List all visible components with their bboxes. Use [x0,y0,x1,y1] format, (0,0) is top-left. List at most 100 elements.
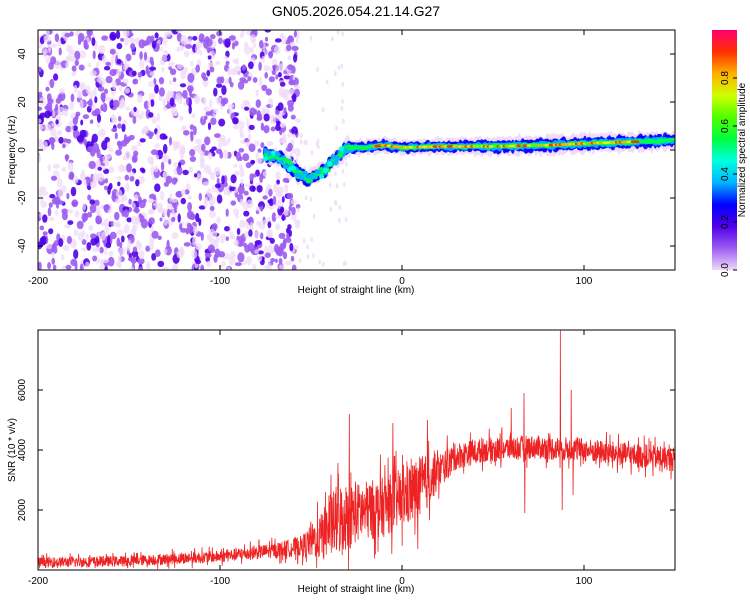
noise-blob [202,76,209,82]
noise-blob [205,111,212,116]
noise-blob [125,182,130,192]
noise-blob [270,258,276,263]
noise-blob [150,166,155,176]
colorbar-tick-label: 0.0 [720,263,731,277]
noise-blob [38,106,43,111]
noise-blob [264,245,268,254]
noise-blob [275,223,281,231]
noise-blob [185,44,193,49]
noise-blob [338,218,341,223]
noise-blob [39,36,45,45]
noise-blob [342,182,346,188]
colorbar-tick-label: 0.8 [720,71,731,85]
noise-blob [302,238,306,244]
noise-blob [208,169,213,176]
noise-blob [180,70,187,80]
noise-blob [171,216,176,222]
noise-blob [118,115,122,122]
noise-blob [232,43,235,50]
noise-blob [304,195,308,201]
noise-blob [261,84,268,92]
y-tick-label: 2000 [17,498,28,521]
noise-blob [291,206,296,216]
noise-blob [83,39,88,50]
noise-blob [74,50,81,60]
noise-blob [224,55,228,61]
noise-blob [52,110,56,117]
noise-blob [275,74,279,80]
colorbar-tick-label: 0.2 [720,215,731,229]
noise-blob [173,111,179,116]
noise-blob [114,132,118,140]
noise-blob [107,234,111,245]
noise-blob [176,46,181,53]
noise-blob [242,79,249,84]
signal-blob [338,153,344,158]
noise-blob [245,162,252,169]
noise-blob [212,113,216,119]
noise-blob [237,252,245,263]
noise-blob [145,245,151,252]
noise-blob [141,111,145,116]
noise-blob [204,252,212,258]
noise-blob [341,81,345,87]
noise-blob [109,31,117,41]
noise-blob [38,261,42,270]
noise-blob [265,88,272,96]
noise-blob [105,242,112,249]
noise-blob [88,225,94,232]
noise-blob [85,85,91,95]
x-tick-label: -100 [210,276,230,287]
snr-y-axis: 2000 4000 6000 [17,378,675,521]
noise-blob [55,103,59,111]
noise-blob [115,149,122,156]
noise-blob [255,206,261,212]
noise-blob [169,136,172,146]
noise-blob [241,30,245,36]
noise-blob [252,173,257,178]
noise-blob [81,212,89,222]
noise-blob [282,240,287,249]
noise-blob [211,223,218,231]
noise-blob [262,219,268,224]
noise-blob [177,95,183,105]
noise-blob [76,135,85,143]
noise-blob [171,232,179,240]
noise-blob [64,224,70,229]
noise-blob [189,149,196,157]
noise-blob [96,77,103,83]
spectrogram-y-label: Frequency (Hz) [7,116,18,185]
noise-blob [148,92,155,102]
noise-blob [87,146,94,153]
noise-blob [43,35,51,43]
noise-blob [48,202,53,208]
noise-blob [171,264,177,270]
noise-blob [41,235,47,246]
noise-blob [39,112,47,118]
noise-blob [268,76,275,83]
noise-blob [216,76,223,85]
noise-blob [276,187,283,197]
noise-blob [133,106,137,112]
noise-blob [133,194,139,200]
noise-blob [260,122,265,131]
noise-blob [203,97,207,106]
x-tick-label: -200 [28,576,48,587]
noise-blob [77,32,85,43]
noise-blob [344,161,348,167]
noise-blob [291,264,297,270]
noise-blob [181,188,186,197]
noise-blob [209,205,215,212]
noise-blob [287,64,294,70]
noise-blob [151,116,157,124]
noise-blob [70,186,77,197]
noise-blob [103,65,111,71]
y-tick-label: -40 [17,238,28,253]
noise-blob [154,32,159,39]
noise-blob [243,45,251,55]
noise-blob [58,136,64,144]
noise-blob [132,246,138,253]
signal-blob [279,159,284,165]
noise-blob [295,84,300,90]
noise-blob [201,143,206,152]
